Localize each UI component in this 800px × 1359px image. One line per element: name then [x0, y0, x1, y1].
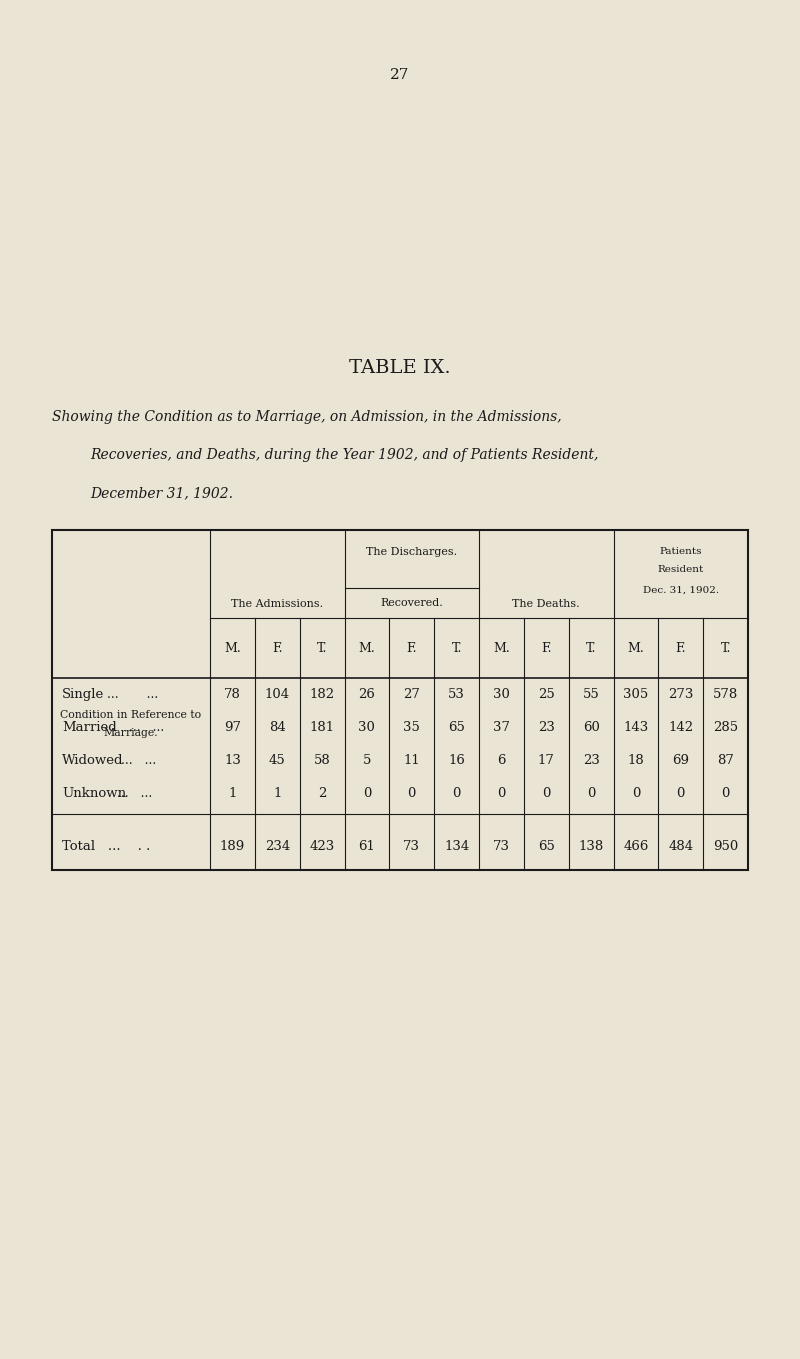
Text: 273: 273 [668, 688, 694, 701]
Text: ...   ...: ... ... [106, 787, 153, 800]
Text: 78: 78 [224, 688, 241, 701]
Text: 6: 6 [497, 754, 506, 766]
Text: 30: 30 [493, 688, 510, 701]
Text: 1: 1 [273, 787, 282, 800]
Text: F.: F. [541, 641, 551, 655]
Text: 65: 65 [538, 840, 554, 852]
Text: Married: Married [62, 722, 117, 734]
Text: 234: 234 [265, 840, 290, 852]
Text: Condition in Reference to: Condition in Reference to [61, 709, 202, 720]
Text: 58: 58 [314, 754, 330, 766]
Text: 285: 285 [713, 722, 738, 734]
Text: 0: 0 [542, 787, 550, 800]
Text: M.: M. [627, 641, 644, 655]
Text: 17: 17 [538, 754, 554, 766]
Text: 182: 182 [310, 688, 334, 701]
Bar [52, 530, 748, 870]
Text: 23: 23 [538, 722, 554, 734]
Text: 26: 26 [358, 688, 375, 701]
Text: The Deaths.: The Deaths. [513, 599, 580, 609]
Text: 18: 18 [627, 754, 644, 766]
Text: 0: 0 [632, 787, 640, 800]
Text: 69: 69 [672, 754, 690, 766]
Text: 60: 60 [582, 722, 599, 734]
Text: ...   ...: ... ... [106, 722, 165, 734]
Text: ...   ...: ... ... [106, 754, 157, 766]
Text: 61: 61 [358, 840, 375, 852]
Text: T.: T. [451, 641, 462, 655]
Text: 0: 0 [407, 787, 416, 800]
Text: Resident: Resident [658, 565, 704, 575]
Text: Marriage.: Marriage. [104, 728, 158, 738]
Text: 2: 2 [318, 787, 326, 800]
Text: 13: 13 [224, 754, 241, 766]
Text: 16: 16 [448, 754, 465, 766]
Text: 45: 45 [269, 754, 286, 766]
Text: Total   ...    . .: Total ... . . [62, 840, 150, 852]
Text: 37: 37 [493, 722, 510, 734]
Text: 104: 104 [265, 688, 290, 701]
Text: The Discharges.: The Discharges. [366, 548, 458, 557]
Text: 466: 466 [623, 840, 649, 852]
Text: 53: 53 [448, 688, 465, 701]
Text: 578: 578 [713, 688, 738, 701]
Text: 55: 55 [582, 688, 599, 701]
Text: 423: 423 [310, 840, 334, 852]
Text: 27: 27 [403, 688, 420, 701]
Text: The Admissions.: The Admissions. [231, 599, 323, 609]
Text: 134: 134 [444, 840, 470, 852]
Text: Recoveries, and Deaths, during the Year 1902, and of Patients Resident,: Recoveries, and Deaths, during the Year … [90, 448, 598, 462]
Text: Patients: Patients [659, 548, 702, 556]
Text: 27: 27 [390, 68, 410, 82]
Text: 181: 181 [310, 722, 334, 734]
Text: M.: M. [358, 641, 375, 655]
Text: 305: 305 [623, 688, 649, 701]
Text: 73: 73 [493, 840, 510, 852]
Text: 950: 950 [713, 840, 738, 852]
Text: TABLE IX.: TABLE IX. [349, 359, 451, 376]
Text: 97: 97 [224, 722, 241, 734]
Text: Widowed: Widowed [62, 754, 123, 766]
Text: F.: F. [675, 641, 686, 655]
Text: 25: 25 [538, 688, 554, 701]
Text: Single: Single [62, 688, 104, 701]
Text: 65: 65 [448, 722, 465, 734]
Text: M.: M. [224, 641, 241, 655]
Text: December 31, 1902.: December 31, 1902. [90, 487, 233, 500]
Text: T.: T. [586, 641, 596, 655]
Text: Dec. 31, 1902.: Dec. 31, 1902. [642, 586, 719, 594]
Text: 35: 35 [403, 722, 420, 734]
Text: F.: F. [272, 641, 282, 655]
Text: M.: M. [493, 641, 510, 655]
Text: T.: T. [317, 641, 327, 655]
Text: 23: 23 [582, 754, 599, 766]
Text: 84: 84 [269, 722, 286, 734]
Text: 87: 87 [717, 754, 734, 766]
Text: 142: 142 [668, 722, 694, 734]
Text: 0: 0 [362, 787, 371, 800]
Text: 484: 484 [668, 840, 694, 852]
Text: 189: 189 [220, 840, 245, 852]
Text: Recovered.: Recovered. [380, 598, 443, 607]
Text: Unknown: Unknown [62, 787, 126, 800]
Text: 11: 11 [403, 754, 420, 766]
Text: 1: 1 [228, 787, 237, 800]
Text: 0: 0 [498, 787, 506, 800]
Text: 0: 0 [722, 787, 730, 800]
Text: F.: F. [406, 641, 417, 655]
Text: 0: 0 [587, 787, 595, 800]
Text: Showing the Condition as to Marriage, on Admission, in the Admissions,: Showing the Condition as to Marriage, on… [52, 410, 562, 424]
Text: 143: 143 [623, 722, 649, 734]
Text: 138: 138 [578, 840, 604, 852]
Text: 0: 0 [677, 787, 685, 800]
Text: 30: 30 [358, 722, 375, 734]
Text: 5: 5 [362, 754, 371, 766]
Text: 73: 73 [403, 840, 420, 852]
Text: 0: 0 [452, 787, 461, 800]
Text: T.: T. [720, 641, 730, 655]
Text: ...       ...: ... ... [99, 688, 158, 701]
